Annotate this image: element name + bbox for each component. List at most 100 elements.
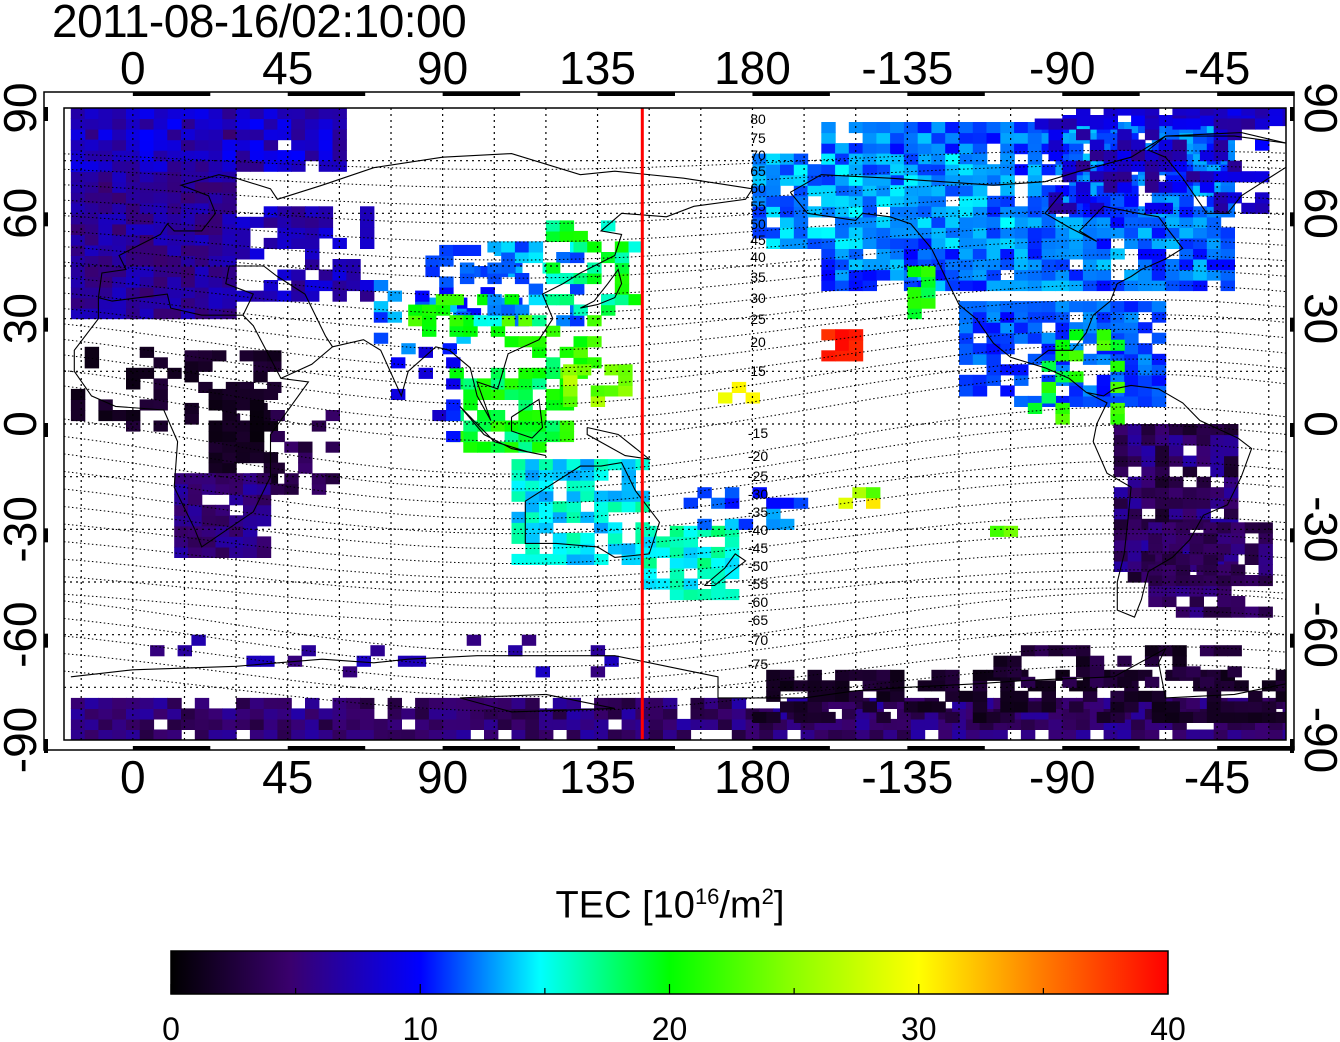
map-frame <box>63 107 1287 741</box>
tec-cell <box>318 160 334 172</box>
tec-cell <box>807 164 822 176</box>
tec-cell <box>1110 216 1125 228</box>
tec-cell <box>1220 259 1235 271</box>
tec-cell <box>862 153 877 165</box>
tec-cell <box>215 525 230 537</box>
tec-cell <box>1151 248 1167 260</box>
tec-cell <box>683 497 698 509</box>
tec-cell <box>539 480 554 492</box>
tec-cell <box>208 276 223 288</box>
tec-cell <box>442 718 457 730</box>
tec-cell <box>1151 385 1167 397</box>
tec-cell <box>1138 343 1153 355</box>
tec-cell <box>167 202 182 214</box>
tec-cell <box>1110 280 1125 292</box>
tec-cell <box>972 164 988 176</box>
tec-cell <box>139 255 155 267</box>
tec-cell <box>766 518 781 530</box>
tec-cell <box>305 280 320 292</box>
tec-cell <box>504 315 519 327</box>
tec-cell <box>1048 139 1063 151</box>
magnetic-contour <box>64 496 1286 549</box>
tec-cell <box>1103 108 1118 116</box>
tec-cell <box>1131 729 1146 740</box>
tec-cell <box>1027 395 1043 407</box>
top-lon-tick-label: 90 <box>417 42 468 94</box>
tec-cell <box>890 122 905 134</box>
tec-cell <box>1014 301 1029 313</box>
tec-cell <box>480 287 495 299</box>
tec-cell <box>477 441 492 453</box>
tec-cell <box>325 473 340 485</box>
tec-cell <box>917 701 933 713</box>
tec-cell <box>446 431 461 443</box>
tec-cell <box>1241 729 1256 740</box>
tec-cell <box>1175 606 1191 618</box>
tec-cell <box>1041 216 1056 228</box>
tec-cell <box>1069 301 1084 313</box>
tec-cell <box>370 645 385 657</box>
magnetic-latitude-label-south: -65 <box>748 612 768 628</box>
tec-cell <box>1158 160 1173 172</box>
tec-cell <box>98 308 113 320</box>
tec-cell <box>84 118 100 130</box>
tec-cell <box>1124 395 1139 407</box>
tec-cell <box>986 343 1001 355</box>
tec-cell <box>835 248 850 260</box>
tec-cell <box>249 441 265 453</box>
tec-cell <box>477 388 492 400</box>
tec-cell <box>249 718 265 730</box>
tec-cell <box>511 490 526 502</box>
tec-cell <box>862 195 877 207</box>
tec-cell <box>890 680 905 692</box>
top-scale-bar <box>752 92 830 96</box>
tec-cell <box>487 304 502 316</box>
tec-cell <box>793 216 809 228</box>
tec-cell <box>1248 711 1263 723</box>
tec-cell <box>222 399 237 411</box>
colorbar-tick-label: 0 <box>162 1011 180 1042</box>
tec-cell <box>1062 118 1077 130</box>
tec-cell <box>1027 153 1043 165</box>
tec-cell <box>70 150 86 162</box>
tec-cell <box>284 473 299 485</box>
tec-cell <box>98 697 113 709</box>
tec-cell <box>862 680 877 692</box>
bottom-lon-tick-label: -45 <box>1184 751 1250 803</box>
tec-cell <box>1096 322 1112 334</box>
tec-cell <box>1062 729 1077 740</box>
tec-cell <box>291 227 306 239</box>
tec-cell <box>236 290 251 302</box>
tec-cell <box>986 259 1001 271</box>
tec-cell <box>415 729 430 740</box>
tec-cell <box>501 262 516 274</box>
tec-cell <box>1172 108 1187 116</box>
tec-cell <box>1096 227 1112 239</box>
colorbar-ticks: 0 10 20 30 40 <box>162 984 1186 1042</box>
tec-cell <box>959 227 974 239</box>
tec-cell <box>752 216 767 228</box>
tec-cell <box>98 729 113 740</box>
tec-cell <box>1268 115 1284 127</box>
tec-cell <box>70 244 86 256</box>
tec-cell <box>607 459 623 471</box>
tec-cell <box>642 557 657 569</box>
tec-cell <box>208 150 223 162</box>
tec-cell <box>1055 311 1070 323</box>
tec-cell <box>511 532 526 544</box>
tec-cell <box>1258 553 1273 565</box>
tec-cell <box>697 546 712 558</box>
tec-cell <box>208 234 223 246</box>
tec-cell <box>222 150 237 162</box>
tec-cell <box>1179 711 1194 723</box>
magnetic-contour <box>64 569 1286 609</box>
tec-cell <box>126 118 141 130</box>
tec-cell <box>504 431 519 443</box>
tec-cell <box>724 525 740 537</box>
tec-cell <box>890 185 905 197</box>
tec-cell <box>1261 701 1277 713</box>
tec-cell <box>84 697 100 709</box>
tec-cell <box>139 202 155 214</box>
tec-cell <box>1196 487 1211 499</box>
tec-cell <box>501 304 516 316</box>
